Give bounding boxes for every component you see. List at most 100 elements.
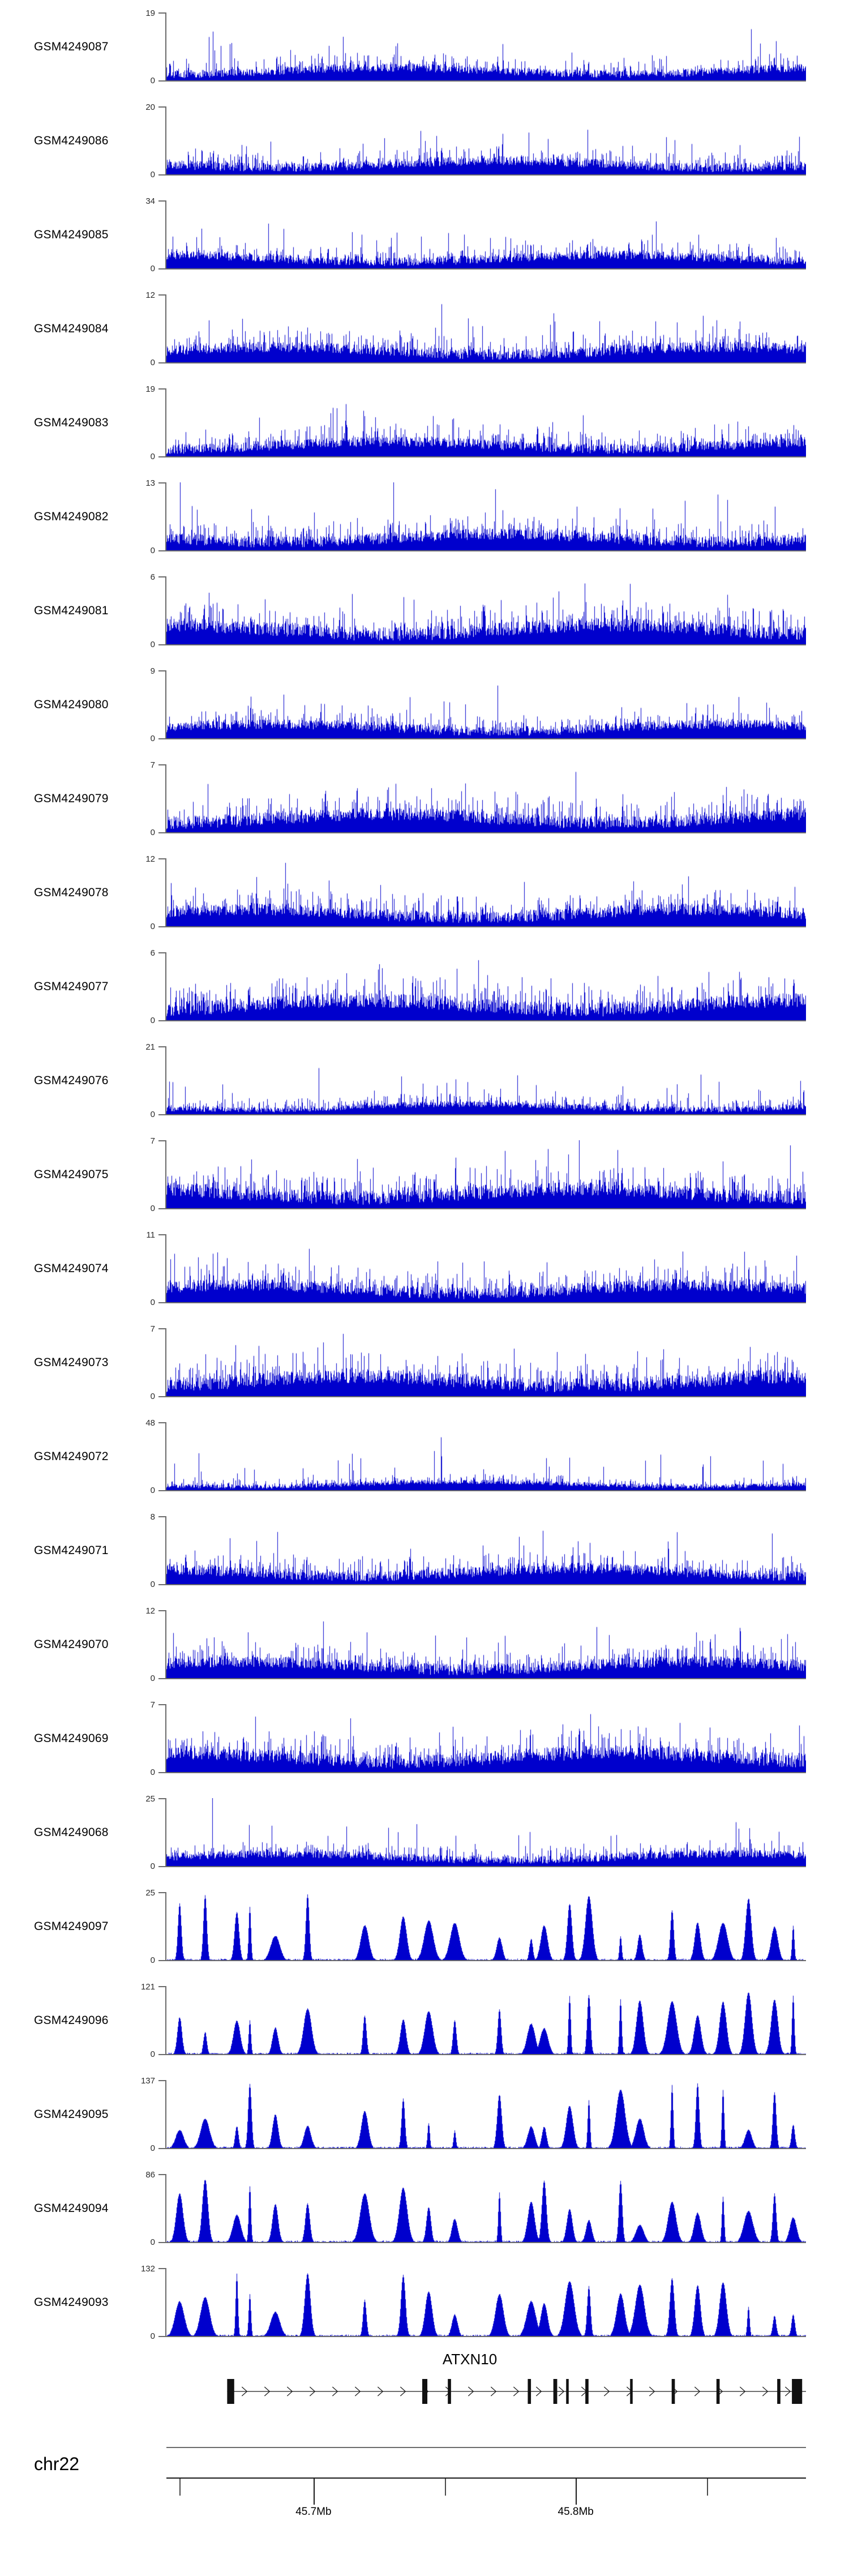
y-axis-min-label: 0: [150, 1392, 155, 1401]
y-axis-max-label: 6: [150, 948, 155, 958]
y-axis-line: [165, 1798, 166, 1867]
coverage-plot-area[interactable]: [166, 576, 806, 645]
y-axis-max-label: 9: [150, 666, 155, 676]
y-axis-max-label: 21: [145, 1042, 155, 1052]
track-baseline: [166, 644, 806, 645]
coverage-plot-area[interactable]: [166, 1516, 806, 1585]
coverage-plot-area[interactable]: [166, 2080, 806, 2149]
y-axis-tick-max: [158, 2268, 166, 2269]
coverage-track[interactable]: GSM4249069 7 0: [0, 1692, 849, 1786]
y-axis-min-label: 0: [150, 170, 155, 179]
track-y-axis: 137 0: [141, 2077, 166, 2153]
coverage-track[interactable]: GSM4249068 25 0: [0, 1786, 849, 1880]
y-axis-max-label: 12: [145, 1606, 155, 1616]
y-axis-tick-min: [158, 1866, 166, 1867]
y-axis-tick-min: [158, 1584, 166, 1585]
y-axis-max-label: 25: [145, 1794, 155, 1804]
coverage-track[interactable]: GSM4249076 21 0: [0, 1034, 849, 1128]
coverage-track[interactable]: GSM4249095 137 0: [0, 2068, 849, 2162]
coverage-plot-area[interactable]: [166, 1422, 806, 1491]
track-y-axis: 20 0: [145, 103, 166, 179]
coverage-track[interactable]: GSM4249071 8 0: [0, 1504, 849, 1598]
coverage-track[interactable]: GSM4249070 12 0: [0, 1598, 849, 1692]
track-y-axis: 12 0: [145, 1607, 166, 1683]
coverage-canvas: [166, 294, 806, 363]
coverage-canvas: [166, 106, 806, 176]
coverage-track[interactable]: GSM4249093 132 0: [0, 2256, 849, 2350]
coverage-canvas: [166, 1892, 806, 1961]
y-axis-tick-min: [158, 1490, 166, 1491]
coverage-track[interactable]: GSM4249096 121 0: [0, 1974, 849, 2068]
coverage-track[interactable]: GSM4249077 6 0: [0, 940, 849, 1034]
axis-minor-tick: [706, 2479, 708, 2496]
y-axis-min-label: 0: [150, 1580, 155, 1589]
coverage-plot-area[interactable]: [166, 294, 806, 363]
y-axis-min-label: 0: [150, 452, 155, 461]
coverage-track[interactable]: GSM4249086 20 0: [0, 94, 849, 188]
coverage-plot-area[interactable]: [166, 952, 806, 1021]
y-axis-min-label: 0: [150, 264, 155, 273]
track-y-axis: 86 0: [145, 2171, 166, 2246]
y-axis-min-label: 0: [150, 922, 155, 931]
coverage-plot-area[interactable]: [166, 764, 806, 833]
coverage-plot-area[interactable]: [166, 2174, 806, 2243]
track-baseline: [166, 1772, 806, 1773]
coverage-plot-area[interactable]: [166, 1798, 806, 1867]
y-axis-max-label: 8: [150, 1512, 155, 1522]
coverage-plot-area[interactable]: [166, 2268, 806, 2337]
coverage-plot-area[interactable]: [166, 858, 806, 927]
track-baseline: [166, 2148, 806, 2149]
coverage-track[interactable]: GSM4249085 34 0: [0, 188, 849, 282]
coverage-plot-area[interactable]: [166, 670, 806, 739]
gene-model-section: ATXN10: [0, 2350, 849, 2434]
coverage-track[interactable]: GSM4249094 86 0: [0, 2162, 849, 2256]
coverage-track[interactable]: GSM4249082 13 0: [0, 470, 849, 564]
coverage-canvas: [166, 1422, 806, 1491]
coverage-plot-area[interactable]: [166, 1140, 806, 1209]
coverage-plot-area[interactable]: [166, 1328, 806, 1397]
coverage-plot-area[interactable]: [166, 200, 806, 269]
track-label: GSM4249085: [34, 228, 109, 241]
y-axis-tick-min: [158, 1020, 166, 1021]
track-y-axis: 121 0: [141, 1983, 166, 2059]
coverage-plot-area[interactable]: [166, 1892, 806, 1961]
coverage-track[interactable]: GSM4249097 25 0: [0, 1880, 849, 1974]
y-axis-min-label: 0: [150, 734, 155, 743]
coverage-plot-area[interactable]: [166, 388, 806, 457]
coverage-track[interactable]: GSM4249083 19 0: [0, 376, 849, 470]
gene-model-track[interactable]: [166, 2377, 806, 2416]
coverage-plot-area[interactable]: [166, 482, 806, 551]
coverage-plot-area[interactable]: [166, 1610, 806, 1679]
y-axis-line: [165, 294, 166, 363]
coverage-track[interactable]: GSM4249075 7 0: [0, 1128, 849, 1222]
y-axis-tick-max: [158, 670, 166, 671]
y-axis-max-label: 7: [150, 760, 155, 770]
coverage-track[interactable]: GSM4249072 48 0: [0, 1410, 849, 1504]
coverage-track[interactable]: GSM4249073 7 0: [0, 1316, 849, 1410]
coverage-plot-area[interactable]: [166, 1046, 806, 1115]
coverage-track[interactable]: GSM4249074 11 0: [0, 1222, 849, 1316]
coverage-plot-area[interactable]: [166, 1986, 806, 2055]
y-axis-max-label: 12: [145, 290, 155, 300]
y-axis-tick-max: [158, 1046, 166, 1047]
track-y-axis: 12 0: [145, 855, 166, 931]
coverage-plot-area[interactable]: [166, 12, 806, 82]
coverage-track[interactable]: GSM4249079 7 0: [0, 752, 849, 846]
axis-tick-label: 45.7Mb: [295, 2506, 332, 2518]
y-axis-tick-max: [158, 1422, 166, 1423]
y-axis-min-label: 0: [150, 2143, 155, 2153]
coverage-track[interactable]: GSM4249084 12 0: [0, 282, 849, 376]
coverage-plot-area[interactable]: [166, 106, 806, 176]
coverage-plot-area[interactable]: [166, 1234, 806, 1303]
coverage-track[interactable]: GSM4249080 9 0: [0, 658, 849, 752]
y-axis-tick-max: [158, 2174, 166, 2175]
coverage-track[interactable]: GSM4249087 19 0: [0, 0, 849, 94]
axis-top-rule: [166, 2447, 806, 2448]
coverage-plot-area[interactable]: [166, 1704, 806, 1773]
track-baseline: [166, 832, 806, 833]
coverage-track[interactable]: GSM4249081 6 0: [0, 564, 849, 658]
track-baseline: [166, 1208, 806, 1209]
coverage-track[interactable]: GSM4249078 12 0: [0, 846, 849, 940]
